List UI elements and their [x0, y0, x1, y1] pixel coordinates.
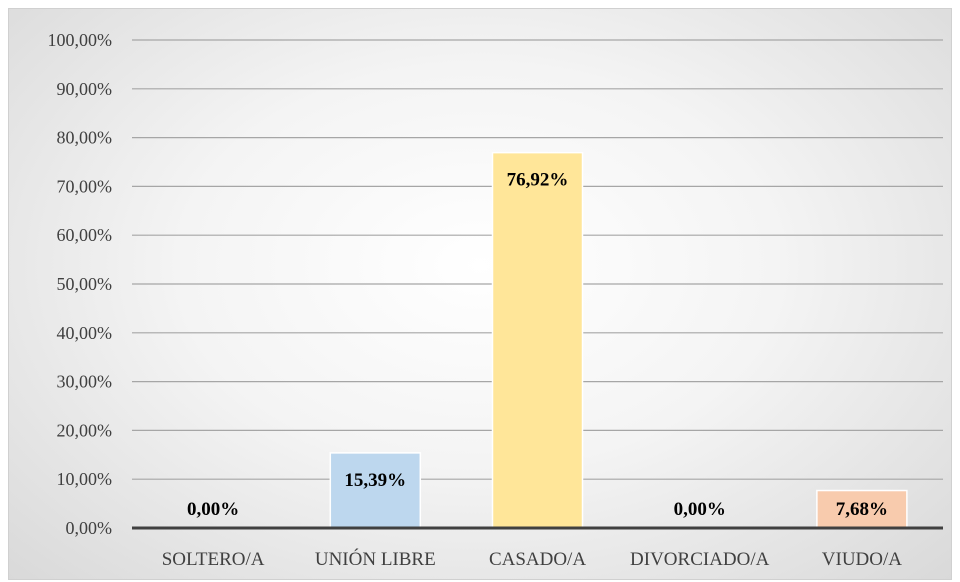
- y-tick-label: 0,00%: [66, 518, 113, 538]
- category-label: SOLTERO/A: [162, 549, 265, 570]
- category-label: VIUDO/A: [822, 549, 902, 570]
- y-tick-label: 40,00%: [57, 323, 113, 343]
- y-tick-label: 60,00%: [57, 225, 113, 245]
- category-label: UNIÓN LIBRE: [315, 548, 436, 570]
- y-tick-label: 50,00%: [57, 274, 113, 294]
- y-tick-label: 30,00%: [57, 372, 113, 392]
- y-tick-label: 90,00%: [57, 79, 113, 99]
- y-tick-label: 80,00%: [57, 128, 113, 148]
- category-label: CASADO/A: [489, 549, 586, 570]
- category-label: DIVORCIADO/A: [630, 549, 770, 570]
- bar: [329, 452, 422, 529]
- y-tick-label: 20,00%: [57, 420, 113, 440]
- y-tick-label: 100,00%: [48, 30, 113, 50]
- data-label: 7,68%: [836, 499, 888, 520]
- data-label: 15,39%: [344, 470, 406, 491]
- chart-area: [8, 8, 952, 580]
- data-label: 0,00%: [674, 499, 726, 520]
- data-label: 76,92%: [507, 170, 569, 191]
- bar: [491, 151, 584, 529]
- y-tick-label: 10,00%: [57, 469, 113, 489]
- data-label: 0,00%: [187, 499, 239, 520]
- y-tick-label: 70,00%: [57, 176, 113, 196]
